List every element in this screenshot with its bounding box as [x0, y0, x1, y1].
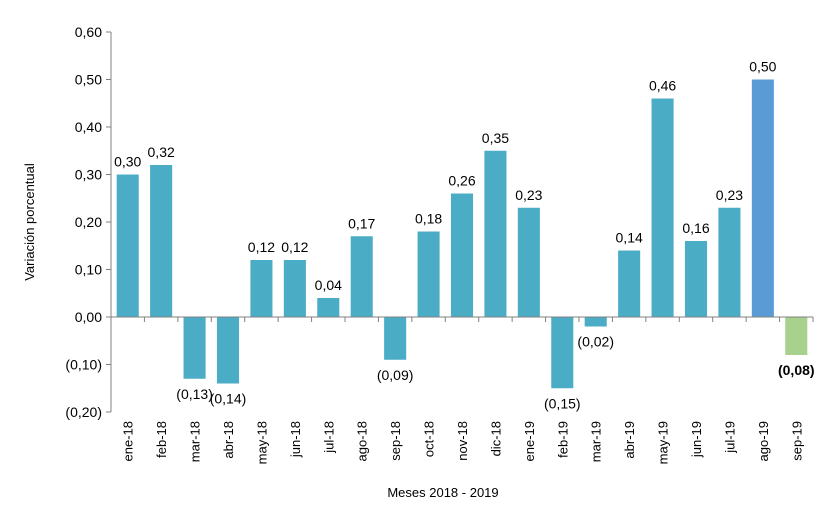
x-tick-label: jun-19 [689, 421, 704, 458]
y-tick-label: 0,30 [75, 167, 102, 183]
y-tick-label: (0,10) [65, 357, 102, 373]
x-tick-label: feb-19 [555, 421, 570, 458]
bar-ago-18 [350, 236, 373, 317]
bar-sep-18 [384, 317, 407, 360]
data-label: 0,50 [749, 59, 776, 75]
x-tick-label: ago-19 [756, 421, 771, 461]
bar-feb-19 [551, 317, 574, 389]
data-label: 0,30 [114, 154, 141, 170]
bar-jul-19 [718, 207, 741, 317]
bar-jun-18 [283, 260, 306, 317]
data-label: (0,15) [544, 395, 581, 411]
bar-abr-18 [216, 317, 240, 384]
data-label: 0,23 [515, 187, 542, 203]
x-tick-label: mar-19 [589, 421, 604, 462]
y-tick-label: (0,20) [65, 404, 102, 420]
data-label: (0,02) [577, 334, 614, 350]
bar-ene-19 [517, 207, 540, 317]
bar-abr-19 [618, 250, 641, 317]
data-label: 0,04 [315, 277, 342, 293]
x-axis: ene-18 feb-18 mar-18 abr-18 may-18 jun-18 jul-… [110, 316, 814, 464]
bar-ene-18 [116, 174, 139, 317]
data-label: 0,18 [415, 211, 442, 227]
data-label: 0,12 [248, 239, 275, 255]
x-tick-label: ago-18 [355, 421, 370, 461]
x-tick-label: nov-18 [455, 421, 470, 461]
bar-feb-18 [150, 165, 173, 317]
x-tick-label: abr-18 [221, 421, 236, 459]
bar-dic-18 [484, 150, 507, 317]
x-tick-label: abr-19 [622, 421, 637, 459]
bar-nov-18 [450, 193, 474, 317]
x-axis-title: Meses 2018 - 2019 [387, 485, 498, 500]
x-tick-label: jul-18 [321, 421, 336, 454]
bar-jun-19 [684, 241, 708, 317]
x-tick-label: may-18 [254, 421, 269, 464]
y-tick-label: 0,60 [75, 24, 102, 40]
bar-mar-18 [183, 317, 206, 379]
x-tick-label: sep-18 [388, 421, 403, 461]
x-tick-label: jul-19 [722, 421, 737, 454]
data-label: (0,08) [778, 362, 815, 378]
x-tick-label: may-19 [656, 421, 671, 464]
data-label: 0,12 [281, 239, 308, 255]
y-tick-label: 0,40 [75, 119, 102, 135]
data-label: 0,17 [348, 215, 375, 231]
bar-may-18 [250, 260, 273, 317]
data-label: 0,16 [682, 220, 709, 236]
data-label: 0,35 [482, 130, 509, 146]
y-tick-label: 0,10 [75, 262, 102, 278]
bar-may-19 [651, 98, 674, 317]
y-tick-label: 0,20 [75, 214, 102, 230]
data-label: 0,32 [148, 144, 175, 160]
x-tick-label: ene-18 [121, 421, 136, 461]
data-label: 0,23 [716, 187, 743, 203]
x-tick-label: jun-18 [288, 421, 303, 458]
y-tick-label: 0,00 [75, 309, 102, 325]
data-label: 0,26 [448, 173, 475, 189]
data-labels: 0,30 0,32 (0,13)(0,14) 0,12 0,12 0,04 0,17 (0,0… [114, 59, 814, 412]
bar-oct-18 [417, 231, 440, 317]
x-tick-label: sep-19 [789, 421, 804, 461]
data-label: 0,46 [649, 78, 676, 94]
data-label: (0,09) [377, 367, 414, 383]
bar-ago-19 [751, 79, 774, 317]
x-tick-label: oct-18 [422, 421, 437, 457]
x-tick-label: dic-18 [488, 421, 503, 456]
y-tick-label: 0,50 [75, 72, 102, 88]
bar-mar-19 [584, 317, 607, 327]
bars [116, 79, 808, 389]
x-tick-label: mar-18 [188, 421, 203, 462]
x-tick-label: feb-18 [154, 421, 169, 458]
data-label: 0,14 [616, 230, 643, 246]
bar-sep-19 [785, 317, 808, 355]
data-label: (0,13) [176, 386, 213, 402]
x-tick-label: ene-19 [522, 421, 537, 461]
data-label: (0,14) [210, 391, 247, 407]
y-axis: (0,20) (0,10) 0,00 0,10 0,20 0,30 0,40 0,50 0,60 [65, 24, 112, 420]
y-axis-title: Variación porcentual [22, 163, 37, 281]
bar-jul-18 [317, 298, 340, 317]
